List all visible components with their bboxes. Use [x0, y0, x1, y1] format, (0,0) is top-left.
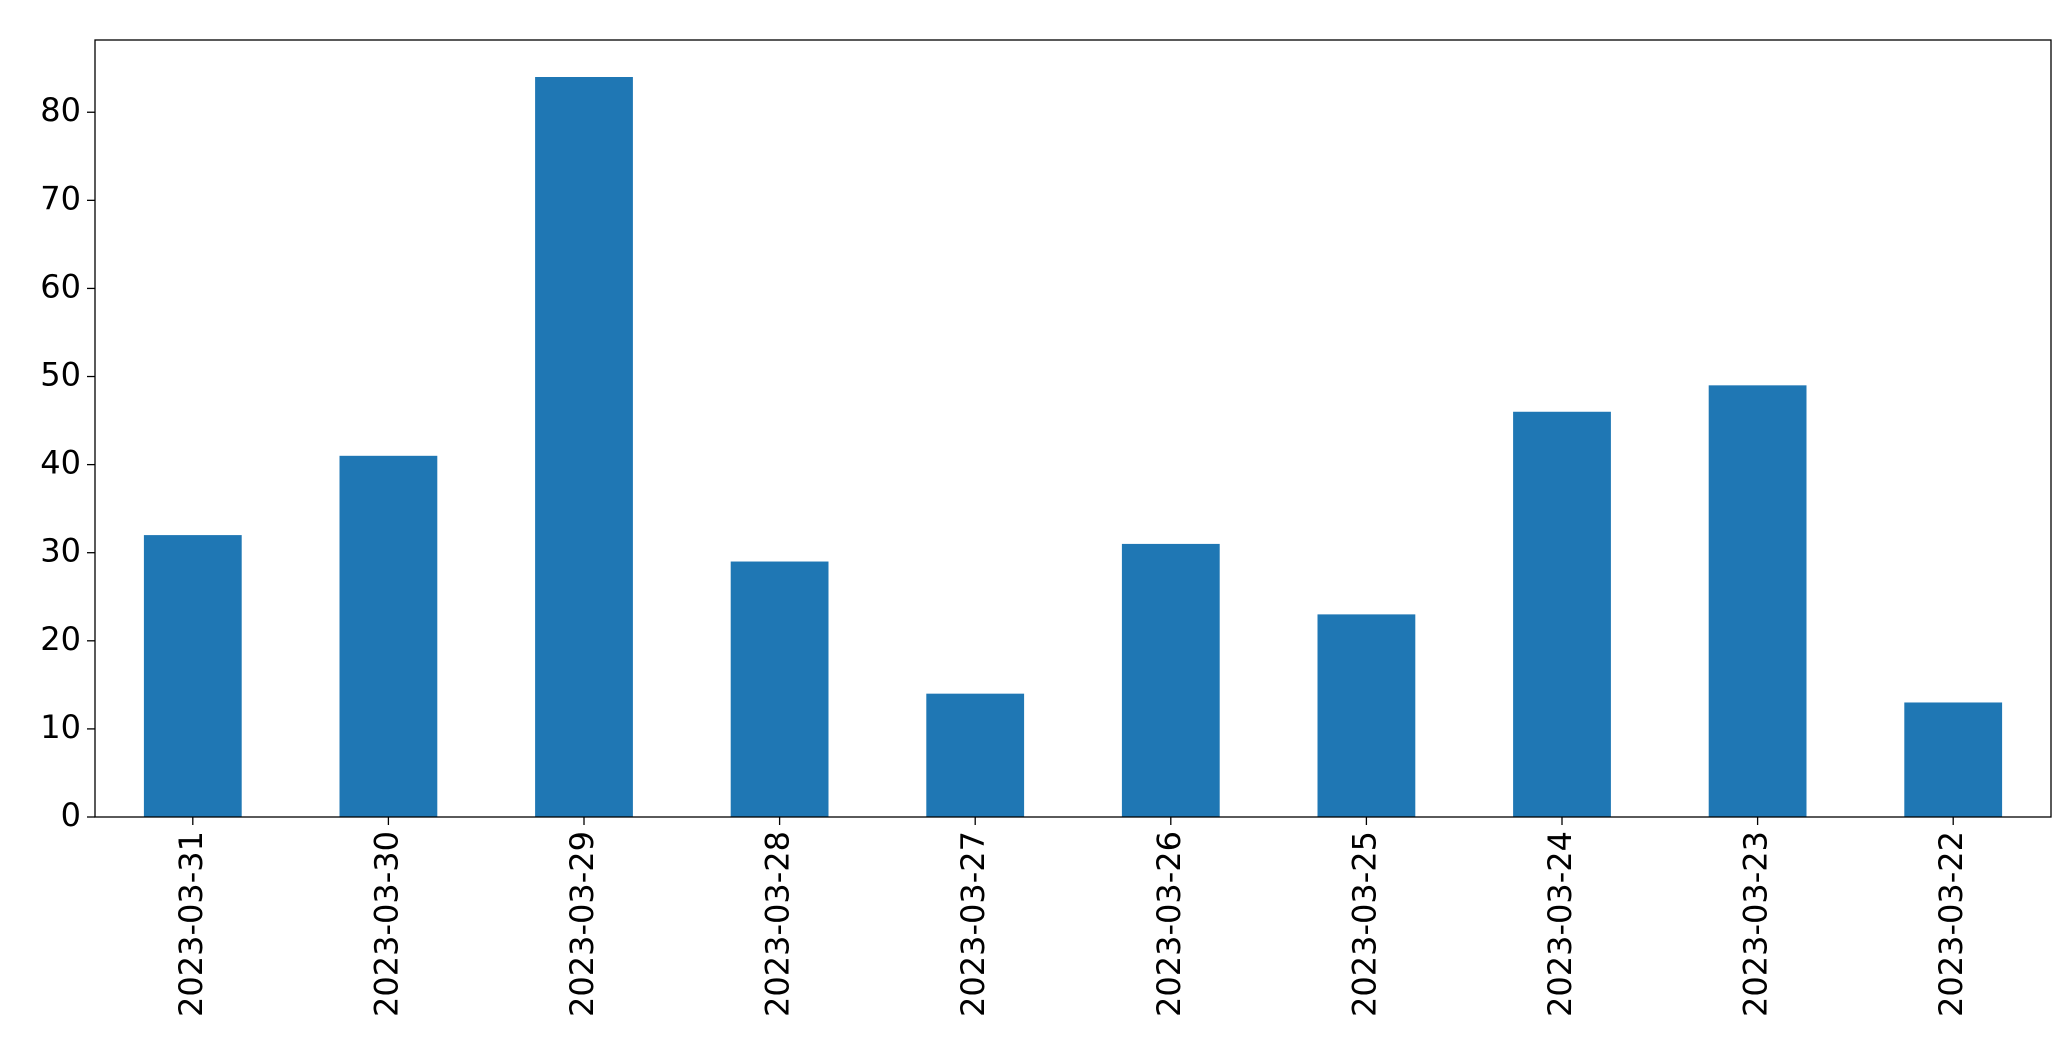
- bar: [535, 77, 633, 817]
- y-tick-label: 70: [40, 179, 81, 217]
- bar: [1708, 385, 1807, 817]
- y-tick-label: 50: [40, 356, 81, 394]
- bar: [143, 535, 242, 817]
- x-tick-label: 2023-03-26: [1150, 831, 1188, 1017]
- y-tick-label: 40: [40, 444, 81, 482]
- x-tick-label: 2023-03-28: [759, 831, 797, 1017]
- x-tick-label: 2023-03-31: [172, 831, 210, 1017]
- x-tick-label: 2023-03-30: [367, 831, 405, 1017]
- bar: [339, 455, 438, 817]
- y-tick-label: 10: [40, 708, 81, 746]
- y-tick-label: 30: [40, 532, 81, 570]
- x-tick-label: 2023-03-27: [954, 831, 992, 1017]
- y-tick-label: 20: [40, 620, 81, 658]
- bar: [926, 693, 1025, 817]
- x-tick-label: 2023-03-29: [563, 831, 601, 1017]
- x-tick-label: 2023-03-23: [1737, 831, 1775, 1017]
- bar: [1904, 702, 2003, 817]
- y-tick-label: 0: [61, 796, 81, 834]
- x-tick-label: 2023-03-24: [1541, 831, 1579, 1017]
- bar: [1513, 411, 1611, 817]
- x-tick-label: 2023-03-25: [1345, 831, 1383, 1017]
- x-tick-label: 2023-03-22: [1932, 831, 1970, 1017]
- bar: [1317, 614, 1416, 817]
- bar: [730, 561, 829, 817]
- y-tick-label: 80: [40, 91, 81, 129]
- plot-frame: [94, 39, 2052, 818]
- y-tick-label: 60: [40, 267, 81, 305]
- bar: [1121, 543, 1220, 817]
